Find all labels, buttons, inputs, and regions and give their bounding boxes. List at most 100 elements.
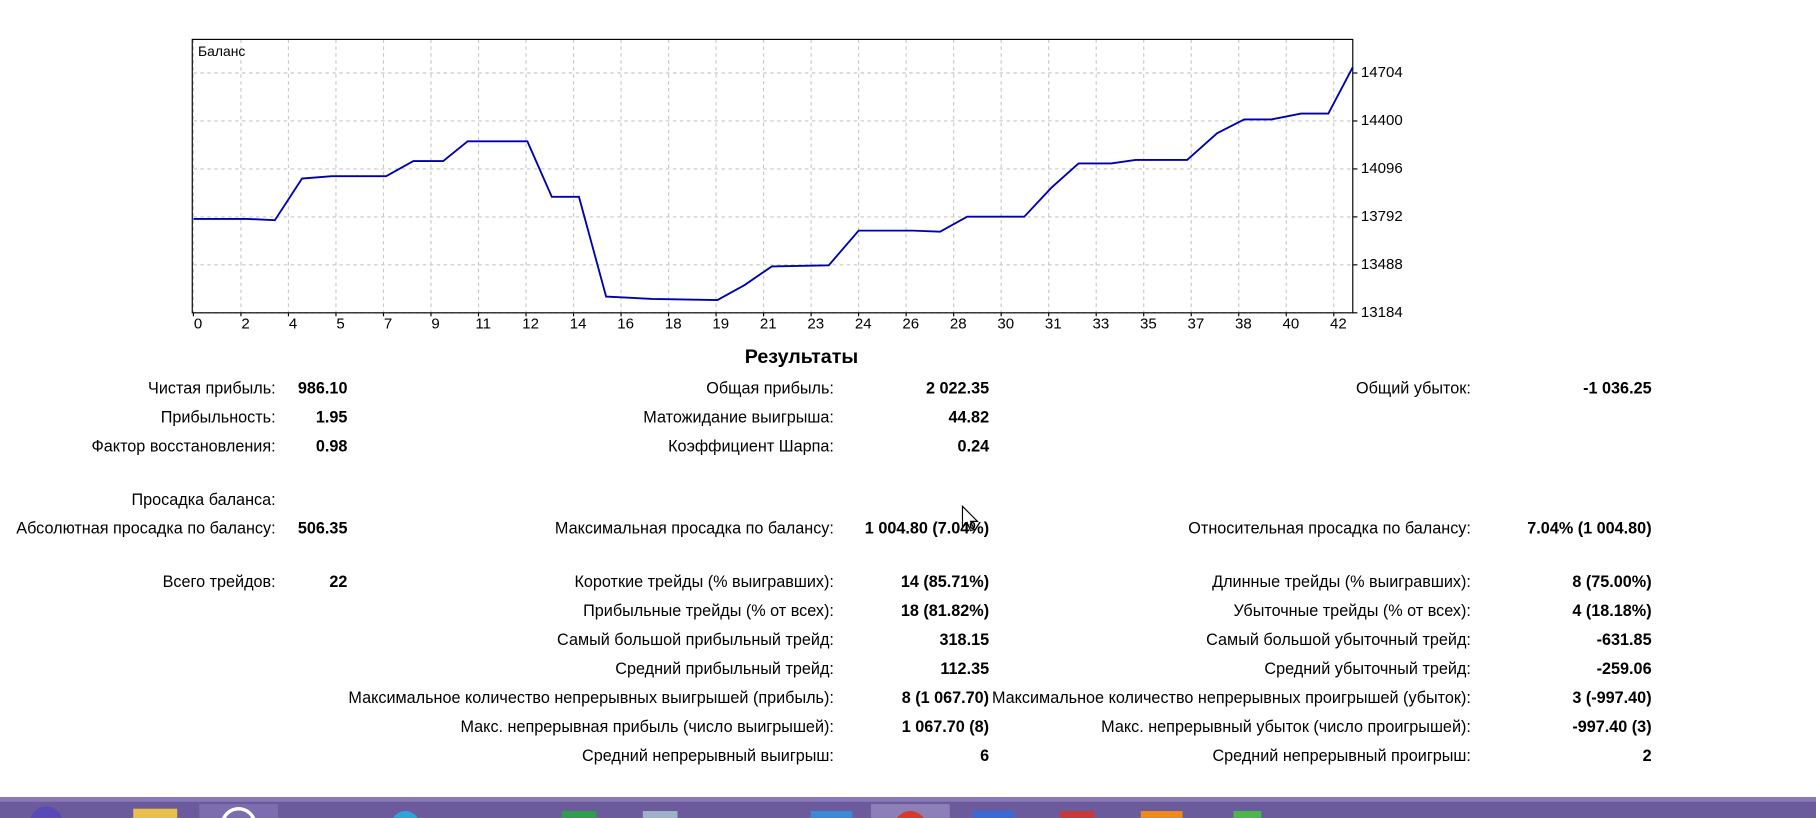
stat-value: -1 036.25 bbox=[1583, 380, 1651, 398]
x-tick-label: 31 bbox=[1045, 315, 1062, 332]
stat-value: 14 (85.71%) bbox=[901, 573, 989, 591]
stat-value: 1.95 bbox=[316, 409, 348, 427]
y-tick-label: 14096 bbox=[1361, 160, 1403, 177]
results-title: Результаты bbox=[745, 346, 858, 368]
x-tick-label: 30 bbox=[997, 315, 1014, 332]
y-tick-label: 13792 bbox=[1361, 208, 1403, 225]
x-tick-label: 40 bbox=[1283, 315, 1300, 332]
x-tick-label: 7 bbox=[384, 315, 392, 332]
taskbar-icon[interactable] bbox=[199, 804, 278, 818]
x-tick-label: 19 bbox=[712, 315, 729, 332]
chart-title: Баланс bbox=[198, 43, 245, 59]
stat-value: -631.85 bbox=[1597, 631, 1652, 649]
taskbar-icon[interactable] bbox=[391, 811, 419, 818]
x-tick-label: 2 bbox=[241, 315, 249, 332]
stat-label: Самый большой убыточный трейд: bbox=[1206, 631, 1471, 649]
stat-value: 0.98 bbox=[316, 437, 348, 455]
taskbar-edge bbox=[0, 797, 1816, 802]
stat-label: Средний убыточный трейд: bbox=[1264, 660, 1470, 678]
taskbar-icon[interactable] bbox=[894, 811, 926, 818]
stat-value: 986.10 bbox=[298, 380, 348, 398]
stat-label: Средний непрерывный выигрыш: bbox=[582, 747, 834, 765]
stat-value: 2 bbox=[1643, 747, 1652, 765]
stat-value: 8 (75.00%) bbox=[1572, 573, 1651, 591]
mouse-cursor bbox=[961, 504, 979, 532]
x-tick-label: 11 bbox=[475, 315, 491, 332]
taskbar-icon[interactable] bbox=[561, 811, 597, 818]
taskbar-icons[interactable] bbox=[30, 804, 1262, 818]
stat-label: Самый большой прибыльный трейд: bbox=[557, 631, 834, 649]
stat-value: 112.35 bbox=[940, 660, 989, 678]
stat-value: 318.15 bbox=[940, 631, 990, 649]
x-tick-label: 0 bbox=[194, 315, 202, 332]
stat-value: -259.06 bbox=[1597, 660, 1652, 678]
x-tick-label: 26 bbox=[902, 315, 919, 332]
x-tick-label: 4 bbox=[289, 315, 297, 332]
x-tick-label: 28 bbox=[950, 315, 967, 332]
x-tick-label: 14 bbox=[570, 315, 587, 332]
stat-label: Относительная просадка по балансу: bbox=[1188, 520, 1471, 538]
stat-label: Макс. непрерывная прибыль (число выигрыш… bbox=[460, 718, 833, 736]
taskbar-icon[interactable] bbox=[810, 811, 853, 818]
taskbar-icon[interactable] bbox=[222, 806, 256, 818]
taskbar-icon[interactable] bbox=[1059, 811, 1095, 818]
stat-label: Всего трейдов: bbox=[163, 573, 276, 591]
taskbar-icon[interactable] bbox=[30, 806, 62, 818]
taskbar-icon[interactable] bbox=[642, 811, 678, 818]
x-tick-label: 33 bbox=[1092, 315, 1109, 332]
stat-label: Максимальное количество непрерывных выиг… bbox=[348, 689, 834, 707]
stat-label: Просадка баланса: bbox=[132, 491, 276, 509]
stat-label: Абсолютная просадка по балансу: bbox=[16, 520, 275, 538]
balance-line bbox=[193, 66, 1354, 301]
stat-label: Коэффициент Шарпа: bbox=[668, 437, 834, 455]
stat-value: 506.35 bbox=[298, 520, 348, 538]
x-tick-label: 38 bbox=[1235, 315, 1252, 332]
stat-label: Средний непрерывный проигрыш: bbox=[1212, 747, 1470, 765]
taskbar-icon[interactable] bbox=[1233, 811, 1262, 818]
stat-value: 1 004.80 (7.04%) bbox=[865, 520, 989, 538]
x-tick-label: 37 bbox=[1187, 315, 1204, 332]
y-tick-label: 13184 bbox=[1361, 304, 1403, 321]
stat-value: 2 022.35 bbox=[926, 380, 989, 398]
stat-value: 22 bbox=[329, 573, 347, 591]
stat-value: 7.04% (1 004.80) bbox=[1527, 520, 1651, 538]
stat-label: Максимальное количество непрерывных прои… bbox=[992, 689, 1471, 707]
x-tick-label: 35 bbox=[1140, 315, 1157, 332]
stat-label: Макс. непрерывный убыток (число проигрыш… bbox=[1101, 718, 1471, 736]
stat-value: -997.40 (3) bbox=[1572, 718, 1651, 736]
x-tick-label: 21 bbox=[760, 315, 777, 332]
stat-label: Общий убыток: bbox=[1356, 380, 1471, 398]
stat-value: 0.24 bbox=[958, 437, 990, 455]
stat-value: 1 067.70 (8) bbox=[902, 718, 989, 736]
x-tick-label: 23 bbox=[807, 315, 824, 332]
plot-border bbox=[191, 38, 1354, 314]
x-tick-label: 5 bbox=[336, 315, 344, 332]
stat-value: 8 (1 067.70) bbox=[902, 689, 989, 707]
stat-label: Прибыльность: bbox=[161, 409, 276, 427]
stat-label: Общая прибыль: bbox=[706, 380, 834, 398]
x-tick-label: 12 bbox=[522, 315, 539, 332]
stat-value: 3 (-997.40) bbox=[1572, 689, 1651, 707]
stat-label: Фактор восстановления: bbox=[91, 437, 275, 455]
x-tick-label: 24 bbox=[855, 315, 872, 332]
x-tick-label: 16 bbox=[617, 315, 634, 332]
x-tick-label: 9 bbox=[431, 315, 439, 332]
taskbar-icon[interactable] bbox=[972, 811, 1015, 818]
stat-label: Прибыльные трейды (% от всех): bbox=[583, 602, 834, 620]
stat-value: 18 (81.82%) bbox=[901, 602, 989, 620]
stat-label: Максимальная просадка по балансу: bbox=[555, 520, 834, 538]
stat-label: Убыточные трейды (% от всех): bbox=[1233, 602, 1470, 620]
stat-value: 4 (18.18%) bbox=[1572, 602, 1651, 620]
stat-label: Длинные трейды (% выигравших): bbox=[1212, 573, 1471, 591]
x-tick-label: 42 bbox=[1330, 315, 1347, 332]
taskbar-icon[interactable] bbox=[133, 808, 178, 818]
taskbar-icon[interactable] bbox=[1140, 811, 1183, 818]
stat-value: 6 bbox=[980, 747, 989, 765]
x-tick-label: 18 bbox=[665, 315, 682, 332]
y-tick-label: 14400 bbox=[1361, 112, 1403, 129]
stat-label: Короткие трейды (% выигравших): bbox=[574, 573, 833, 591]
stat-label: Средний прибыльный трейд: bbox=[615, 660, 834, 678]
